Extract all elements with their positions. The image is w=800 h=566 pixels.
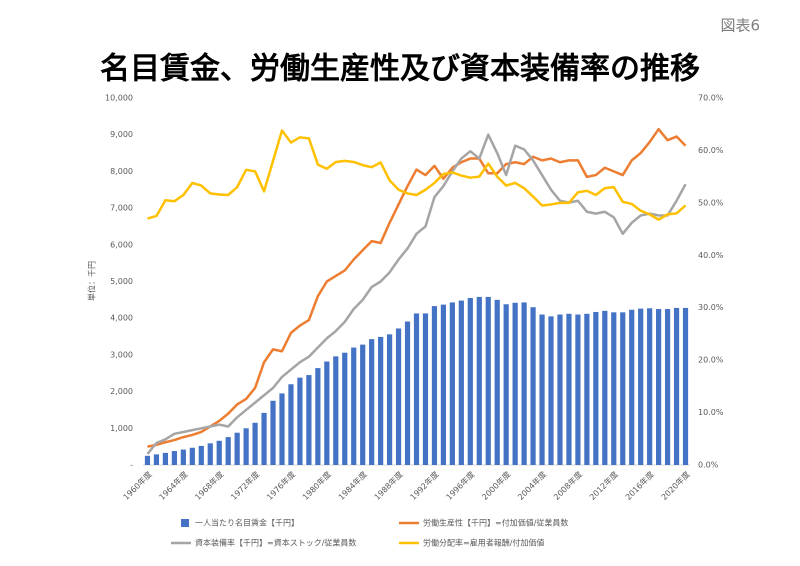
bar bbox=[189, 447, 195, 465]
y2-tick-label: 40.0% bbox=[698, 251, 724, 260]
y-tick-label: 9,000 bbox=[110, 130, 133, 139]
bar bbox=[261, 412, 267, 465]
bar bbox=[521, 302, 527, 465]
bar bbox=[485, 296, 491, 465]
bar bbox=[297, 377, 303, 465]
bar bbox=[467, 298, 473, 465]
bar bbox=[216, 440, 222, 465]
bar bbox=[342, 352, 348, 465]
legend-label: 資本装備率【千円】=資本ストック/従業員数 bbox=[195, 538, 356, 548]
bar bbox=[476, 296, 482, 465]
y-tick-label: - bbox=[130, 461, 133, 470]
bar bbox=[324, 361, 330, 465]
bar bbox=[503, 304, 509, 465]
bar bbox=[494, 299, 500, 465]
bar bbox=[413, 313, 420, 465]
bar bbox=[225, 437, 231, 465]
bar bbox=[378, 336, 384, 465]
y2-tick-label: 0.0% bbox=[698, 461, 719, 470]
bar bbox=[458, 300, 464, 465]
legend-label: 労働分配率=雇用者報酬/付加価値 bbox=[423, 538, 544, 548]
legend-label: 一人当たり名目賃金【千円】 bbox=[195, 518, 299, 528]
y-tick-label: 2,000 bbox=[110, 387, 133, 396]
bar bbox=[593, 311, 599, 465]
y-tick-label: 5,000 bbox=[110, 277, 133, 286]
bar bbox=[548, 316, 554, 465]
bar bbox=[207, 443, 213, 465]
bar bbox=[252, 422, 258, 465]
y-tick-label: 4,000 bbox=[110, 314, 133, 323]
bar bbox=[638, 308, 644, 465]
bar bbox=[153, 454, 160, 465]
bar bbox=[315, 368, 321, 465]
y-tick-label: 7,000 bbox=[110, 204, 133, 213]
bar bbox=[629, 309, 635, 465]
chart-title: 名目賃金、労働生産性及び資本装備率の推移 bbox=[100, 52, 700, 87]
legend-label: 労働生産性【千円】=付加価値/従業員数 bbox=[423, 518, 568, 528]
bar bbox=[566, 313, 572, 465]
y2-tick-label: 50.0% bbox=[698, 198, 724, 207]
badge: 図表6 bbox=[720, 17, 760, 35]
bar bbox=[682, 307, 689, 465]
bar bbox=[449, 302, 455, 465]
y-tick-label: 3,000 bbox=[110, 350, 133, 359]
bar bbox=[144, 455, 151, 465]
bar bbox=[288, 384, 294, 465]
bar bbox=[279, 393, 285, 465]
bar bbox=[575, 314, 581, 465]
bar bbox=[620, 312, 626, 465]
bar bbox=[162, 452, 169, 465]
bar bbox=[369, 339, 375, 465]
bar bbox=[422, 313, 429, 465]
bar bbox=[386, 334, 393, 465]
bar bbox=[647, 308, 653, 465]
y-axis-label: 単位：千円 bbox=[87, 261, 97, 301]
bar bbox=[333, 356, 339, 465]
line bbox=[147, 127, 687, 448]
bar bbox=[171, 451, 177, 465]
bar bbox=[539, 314, 545, 465]
bar bbox=[440, 304, 447, 465]
bar bbox=[243, 428, 249, 465]
y2-tick-label: 20.0% bbox=[698, 356, 724, 365]
bar bbox=[431, 306, 438, 465]
y2-tick-label: 10.0% bbox=[698, 408, 724, 417]
bar bbox=[234, 432, 240, 465]
y2-tick-label: 70.0% bbox=[698, 94, 724, 103]
bar bbox=[512, 302, 518, 465]
bar bbox=[656, 309, 662, 465]
y2-tick-label: 30.0% bbox=[698, 303, 724, 312]
y-tick-label: 8,000 bbox=[110, 167, 133, 176]
bar bbox=[673, 307, 680, 465]
bar bbox=[270, 400, 276, 465]
bar bbox=[360, 344, 366, 465]
bar bbox=[198, 445, 204, 465]
y-tick-label: 10,000 bbox=[105, 94, 133, 103]
legend-swatch bbox=[181, 519, 189, 527]
line bbox=[147, 129, 687, 221]
bar bbox=[306, 375, 312, 465]
bar bbox=[395, 328, 402, 465]
bar bbox=[584, 313, 590, 465]
bar bbox=[404, 321, 411, 465]
bar bbox=[611, 312, 617, 465]
bar bbox=[602, 310, 608, 465]
y2-tick-label: 60.0% bbox=[698, 146, 724, 155]
bar bbox=[530, 307, 536, 465]
y-tick-label: 6,000 bbox=[110, 240, 133, 249]
bar bbox=[557, 314, 563, 465]
bar bbox=[351, 347, 357, 465]
y-tick-label: 1,000 bbox=[110, 424, 133, 433]
bar bbox=[180, 449, 186, 465]
bar bbox=[664, 309, 671, 465]
line bbox=[146, 133, 687, 455]
